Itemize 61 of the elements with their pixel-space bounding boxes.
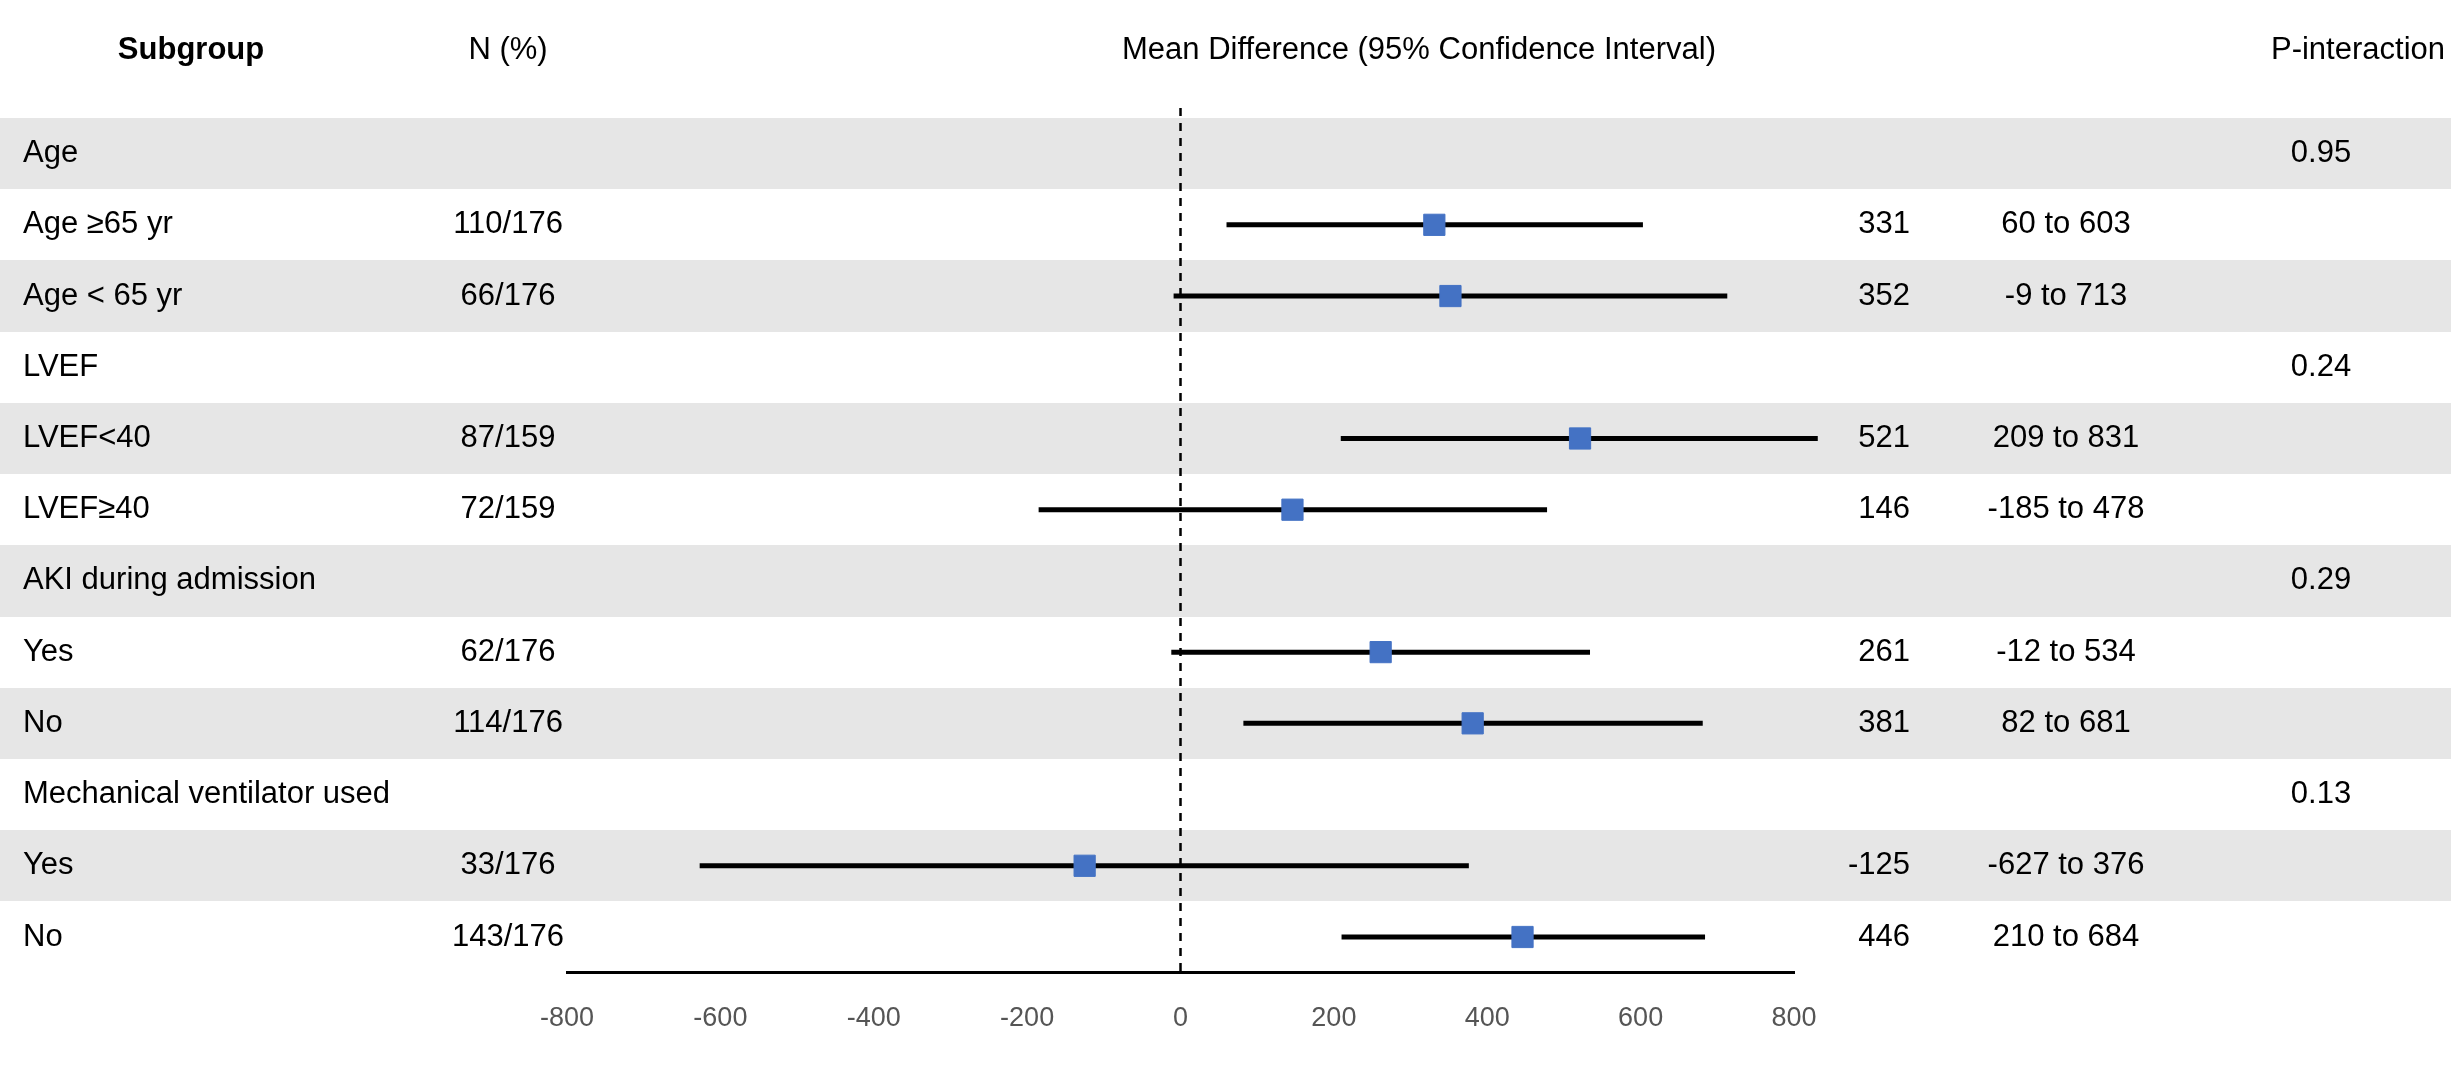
text: 143/176 — [451, 917, 565, 953]
data-label: 521 — [1858, 419, 1910, 455]
y-tick-label: LVEF<40 — [23, 419, 151, 455]
x-tick-label: 200 — [1311, 1002, 1357, 1033]
text: -185 to 478 — [1987, 490, 2145, 526]
point — [1439, 284, 1462, 308]
text: 210 to 684 — [1992, 917, 2140, 953]
text: 0.29 — [2290, 561, 2352, 597]
text: 62/176 — [460, 632, 556, 668]
y-tick-label: Yes — [23, 846, 74, 882]
text: 33/176 — [460, 846, 556, 882]
x-tick-label: -800 — [539, 1002, 595, 1033]
x-tick-label: 0 — [1172, 1002, 1189, 1033]
x-tick-label: 800 — [1771, 1002, 1817, 1033]
text: 87/159 — [460, 419, 556, 455]
data-label: 352 — [1858, 276, 1910, 312]
point — [1461, 712, 1484, 735]
point — [1423, 213, 1446, 236]
text: 110/176 — [453, 205, 563, 241]
y-tick-label: No — [23, 703, 63, 739]
x-tick-label: -400 — [846, 1002, 901, 1033]
point — [1073, 854, 1096, 877]
y-tick-label: AKI during admission — [23, 561, 316, 597]
data-label: 331 — [1858, 205, 1910, 241]
text: 114/176 — [453, 703, 563, 739]
x-tick-label: 600 — [1618, 1002, 1664, 1033]
x-tick-label: -200 — [1000, 1002, 1055, 1033]
text: -627 to 376 — [1987, 846, 2145, 882]
text: 72/159 — [460, 490, 556, 526]
data-label: 381 — [1858, 703, 1910, 739]
point — [1369, 641, 1392, 664]
y-tick-label: No — [23, 917, 63, 953]
data-label: -125 — [1847, 846, 1910, 882]
y-tick-label: Yes — [23, 632, 74, 668]
y-axis-title: Subgroup — [117, 30, 265, 66]
text: 0.13 — [2290, 775, 2352, 811]
text: 60 to 603 — [2001, 205, 2131, 241]
text: N (%) — [468, 30, 548, 66]
data-label: 261 — [1858, 632, 1910, 668]
text: 209 to 831 — [1992, 419, 2140, 455]
text: 0.95 — [2290, 134, 2352, 170]
text: 66/176 — [460, 276, 556, 312]
y-tick-label: Age < 65 yr — [23, 276, 183, 312]
y-tick-label: LVEF — [23, 347, 99, 383]
text: -12 to 534 — [1996, 632, 2136, 668]
x-tick-label: 400 — [1464, 1002, 1510, 1033]
y-tick-label: Mechanical ventilator used — [23, 775, 391, 811]
x-tick-label: -600 — [693, 1002, 748, 1033]
text: -9 to 713 — [2004, 276, 2128, 312]
point — [1568, 427, 1592, 450]
point — [1281, 498, 1304, 521]
data-label: 446 — [1858, 917, 1910, 953]
y-tick-label: Age ≥65 yr — [23, 205, 173, 241]
text: P-interaction — [2270, 30, 2445, 66]
chart-title: Mean Difference (95% Confidence Interval) — [1122, 30, 1716, 66]
text: 82 to 681 — [2001, 703, 2131, 739]
y-tick-label: Age — [23, 134, 79, 170]
text: 0.24 — [2290, 347, 2352, 383]
y-tick-label: LVEF≥40 — [23, 490, 150, 526]
data-label: 146 — [1858, 490, 1910, 526]
point — [1511, 925, 1534, 949]
